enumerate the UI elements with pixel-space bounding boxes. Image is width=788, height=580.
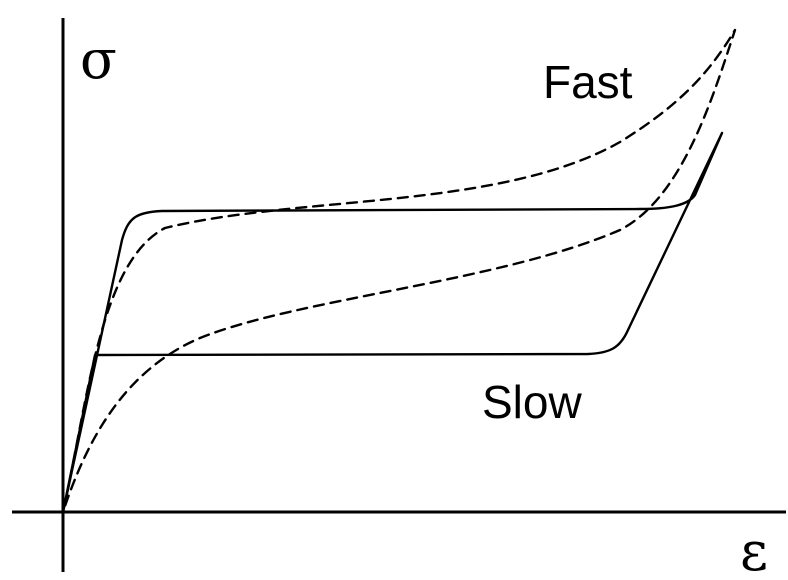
stress-label: σ — [80, 28, 117, 91]
slow-label: Slow — [482, 376, 582, 428]
fast-loop — [61, 28, 737, 514]
slow-loop — [61, 131, 724, 514]
fast-label: Fast — [543, 56, 633, 108]
strain-label: ε — [740, 520, 768, 580]
